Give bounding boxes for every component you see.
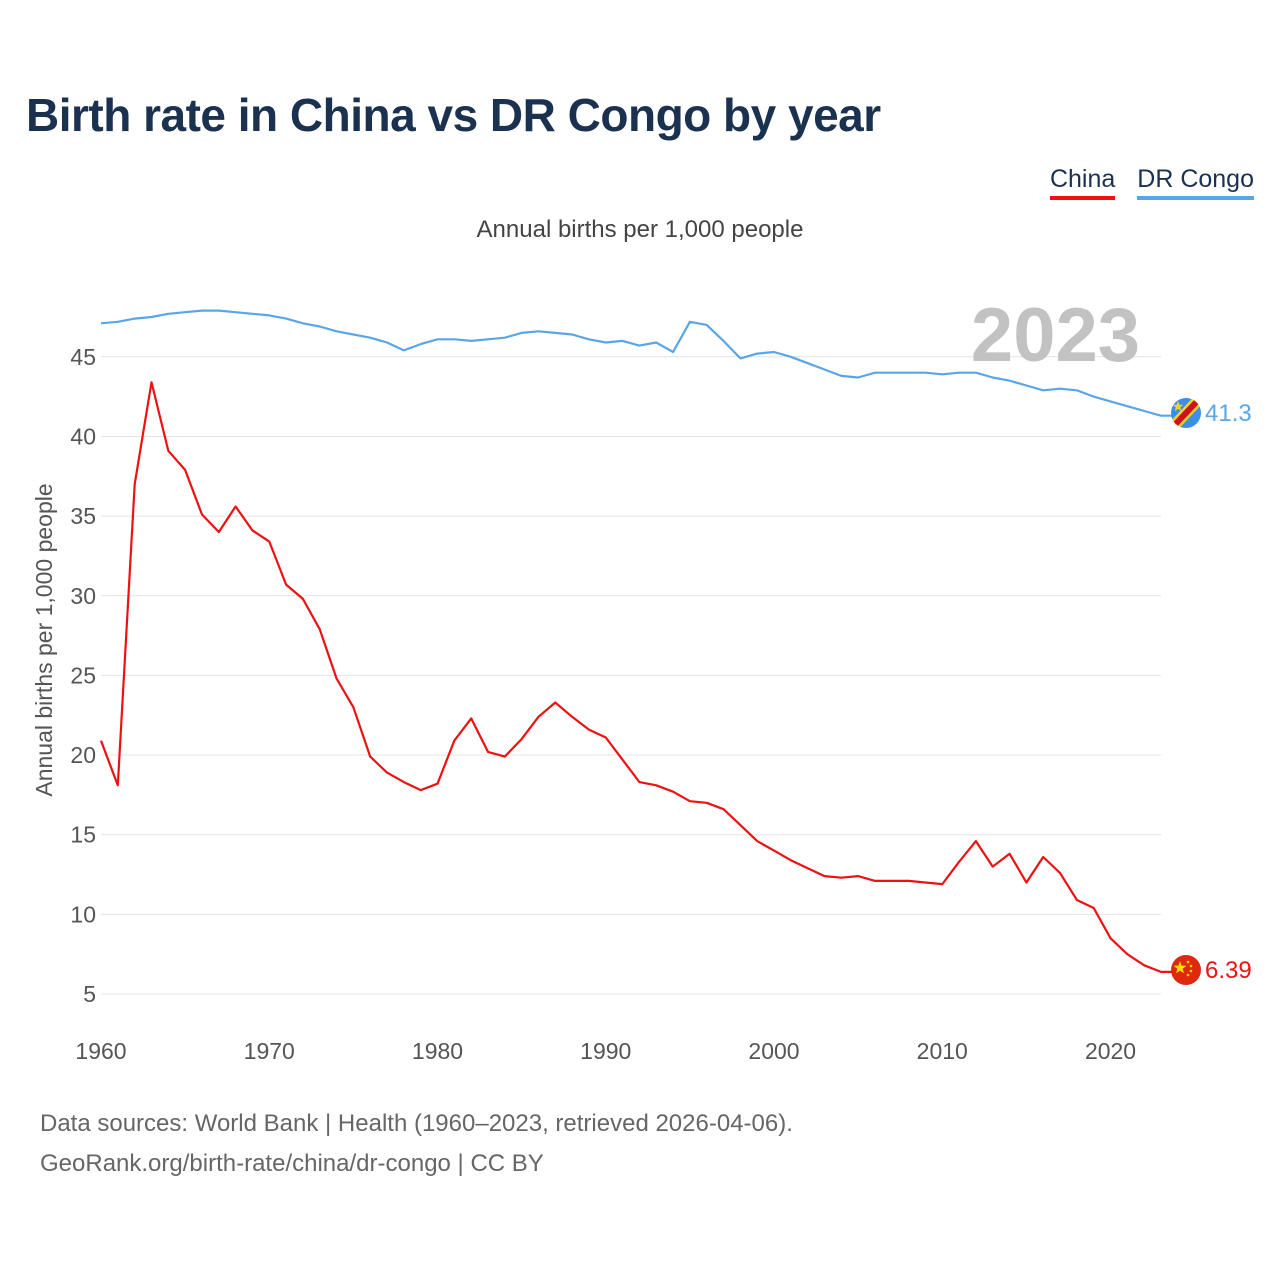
legend-item-dr-congo[interactable]: DR Congo: [1137, 164, 1254, 200]
x-axis: 1960 1970 1980 1990 2000 2010 2020: [75, 1038, 1136, 1064]
x-tick-label: 1980: [412, 1038, 463, 1064]
series: [99, 309, 1172, 974]
y-tick-label: 20: [70, 742, 96, 768]
china-end-value: 6.39: [1205, 957, 1252, 984]
y-tick-label: 45: [70, 344, 96, 370]
x-tick-label: 1970: [244, 1038, 295, 1064]
source-url: GeoRank.org/birth-rate/china/dr-congo | …: [40, 1150, 544, 1177]
x-tick-label: 2020: [1085, 1038, 1136, 1064]
y-tick-label: 10: [70, 901, 96, 927]
y-tick-label: 40: [70, 423, 96, 449]
y-tick-label: 5: [83, 981, 96, 1007]
current-year-label: 2023: [971, 293, 1140, 378]
grid: [101, 356, 1161, 995]
legend: China DR Congo: [1049, 164, 1254, 200]
y-axis: 5 10 15 20 25 30 35 40 45: [70, 344, 96, 1007]
y-tick-label: 35: [70, 503, 96, 529]
y-tick-label: 15: [70, 822, 96, 848]
y-tick-label: 30: [70, 583, 96, 609]
x-tick-label: 1990: [580, 1038, 631, 1064]
china-flag-icon: [1171, 955, 1201, 985]
legend-item-china[interactable]: China: [1049, 164, 1116, 200]
x-tick-label: 2010: [917, 1038, 968, 1064]
chart-title: Birth rate in China vs DR Congo by year: [26, 89, 881, 141]
x-tick-label: 1960: [75, 1038, 126, 1064]
dr-congo-flag-icon: [1171, 398, 1201, 428]
y-axis-label: Annual births per 1,000 people: [31, 483, 57, 796]
series-line-dr-congo: [100, 309, 1172, 417]
y-tick-label: 25: [70, 662, 96, 688]
chart-subtitle: Annual births per 1,000 people: [476, 216, 804, 243]
line-chart: 5 10 15 20 25 30 35 40 45 1960 1970 1980 1990 2000 20…: [31, 293, 1252, 1064]
dr-congo-end-value: 41.3: [1205, 400, 1252, 427]
x-tick-label: 2000: [748, 1038, 799, 1064]
footer: Data sources: World Bank | Health (1960–…: [40, 1104, 793, 1184]
series-line-china: [99, 381, 1172, 974]
data-source-note: Data sources: World Bank | Health (1960–…: [40, 1110, 793, 1137]
